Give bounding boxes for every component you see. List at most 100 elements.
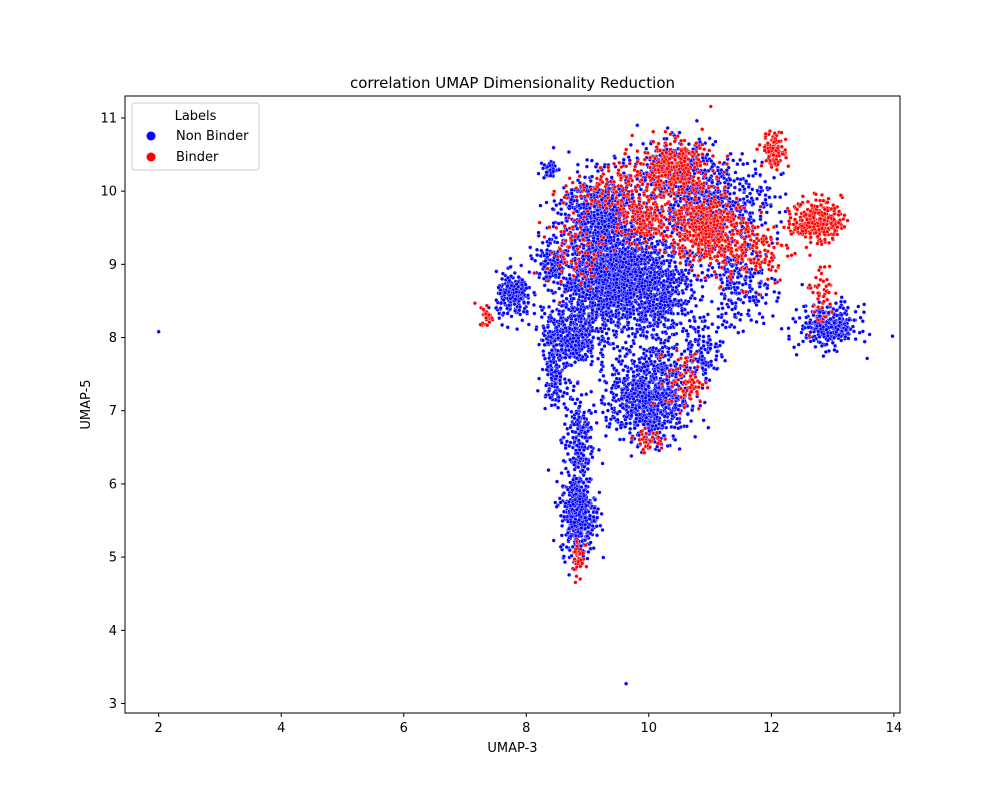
data-point xyxy=(567,443,572,449)
data-point xyxy=(584,292,589,297)
data-point xyxy=(644,415,649,420)
data-point xyxy=(544,383,549,388)
data-point xyxy=(560,319,565,324)
data-point xyxy=(574,411,579,416)
data-point xyxy=(518,296,523,301)
data-point xyxy=(635,383,641,389)
data-point xyxy=(543,406,548,411)
data-point xyxy=(614,280,619,285)
data-point xyxy=(585,422,590,427)
data-point xyxy=(568,276,573,281)
data-point xyxy=(537,376,542,381)
data-point xyxy=(609,390,614,395)
data-point xyxy=(587,408,592,413)
data-point xyxy=(596,298,601,304)
data-point xyxy=(577,314,582,319)
data-point xyxy=(526,300,531,305)
data-point xyxy=(629,453,634,459)
data-point xyxy=(661,433,666,438)
data-point xyxy=(554,342,559,347)
data-point xyxy=(508,264,513,270)
data-point xyxy=(577,479,582,484)
data-point xyxy=(586,296,591,301)
data-point xyxy=(582,175,588,180)
data-point xyxy=(591,514,596,520)
data-point xyxy=(571,336,576,341)
data-point xyxy=(592,213,597,218)
data-point xyxy=(621,282,626,287)
data-point xyxy=(551,298,556,303)
data-point xyxy=(583,352,588,357)
data-point xyxy=(606,327,611,332)
data-point xyxy=(569,197,574,202)
data-point xyxy=(643,376,648,381)
data-point xyxy=(622,256,627,261)
data-point xyxy=(625,394,630,399)
data-point xyxy=(603,211,608,216)
data-point xyxy=(652,376,657,381)
data-point xyxy=(590,308,595,313)
data-point xyxy=(629,408,634,413)
data-point xyxy=(651,394,656,399)
data-point xyxy=(608,257,613,262)
data-point xyxy=(574,333,579,338)
data-point xyxy=(597,342,602,347)
data-point xyxy=(654,415,660,420)
data-point xyxy=(586,525,591,530)
data-point xyxy=(559,533,564,538)
data-point xyxy=(625,278,630,283)
data-point xyxy=(646,384,651,389)
data-point xyxy=(571,296,576,301)
data-point xyxy=(566,499,572,504)
data-point xyxy=(584,328,589,333)
data-point xyxy=(587,246,592,251)
data-point xyxy=(509,283,514,288)
data-point xyxy=(594,510,599,515)
data-point xyxy=(571,384,576,389)
data-point xyxy=(609,262,614,267)
data-point xyxy=(569,187,574,192)
data-point xyxy=(665,443,670,449)
data-point xyxy=(615,344,620,349)
data-point xyxy=(631,374,636,379)
data-point xyxy=(551,221,556,226)
data-point xyxy=(606,224,611,229)
data-point xyxy=(549,376,554,381)
data-point xyxy=(677,446,682,452)
data-point xyxy=(559,315,564,320)
data-point xyxy=(660,423,665,428)
data-point xyxy=(605,252,610,257)
data-point xyxy=(594,533,600,538)
data-point xyxy=(500,276,505,281)
data-point xyxy=(594,524,599,529)
data-point xyxy=(560,484,565,489)
data-point xyxy=(637,419,642,424)
data-point xyxy=(824,342,829,347)
data-point xyxy=(567,572,572,577)
data-point xyxy=(582,464,587,469)
data-point xyxy=(553,369,558,374)
data-point xyxy=(600,257,605,262)
data-point xyxy=(563,405,568,410)
data-point xyxy=(613,314,619,319)
data-point xyxy=(600,352,605,358)
data-point xyxy=(559,347,564,352)
data-point xyxy=(540,367,545,372)
data-point xyxy=(564,296,569,301)
data-point xyxy=(500,322,505,328)
data-point xyxy=(563,446,568,451)
data-point xyxy=(668,363,673,368)
data-point xyxy=(569,344,574,349)
data-point xyxy=(590,300,595,305)
data-point xyxy=(557,378,563,383)
data-point xyxy=(589,444,594,449)
data-point xyxy=(498,301,503,306)
data-point xyxy=(593,409,598,414)
data-point xyxy=(584,164,589,169)
data-point xyxy=(625,373,630,378)
data-point xyxy=(632,391,637,396)
data-point xyxy=(590,316,595,321)
data-point xyxy=(638,368,643,373)
data-point xyxy=(573,317,578,322)
data-point xyxy=(561,554,566,559)
